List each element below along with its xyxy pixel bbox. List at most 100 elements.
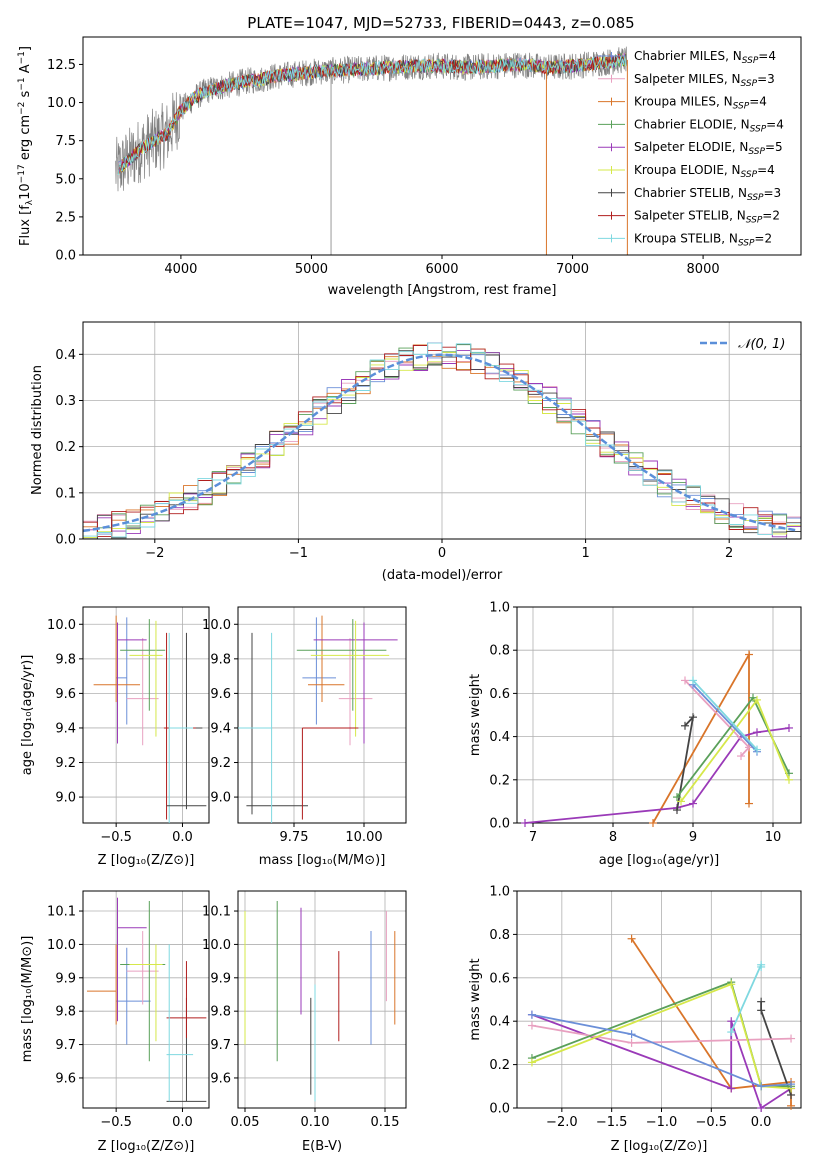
weight-series-line	[531, 983, 792, 1090]
x-tick-label: 6000	[425, 262, 458, 277]
spectrum-ylabel: Flux [fλ10−17 erg cm−2 s−1 A−1]	[17, 46, 35, 246]
y-axis-label: age [log₁₀(age/yr)]	[20, 655, 35, 776]
y-tick-label: 0.2	[489, 773, 510, 788]
x-tick-label: −1.5	[596, 1115, 628, 1130]
legend-label: Kroupa STELIB, NSSP=2	[634, 231, 772, 248]
legend-label: Kroupa ELODIE, NSSP=4	[634, 163, 775, 180]
y-tick-label: 9.7	[210, 1038, 231, 1053]
y-tick-label: 10.0	[202, 618, 231, 633]
x-tick-label: 8000	[687, 262, 720, 277]
y-axis-label: mass [log₁₀(M/M⊙)]	[20, 936, 35, 1063]
weight-series-line	[524, 727, 790, 824]
histogram-xlabel: (data-model)/error	[382, 568, 503, 583]
y-tick-label: 9.0	[210, 791, 231, 806]
y-tick-label: 0.1	[55, 486, 76, 501]
age-vs-mass-panel: 9.75 10.00 9.0 9.2 9.4 9.6 9.8 10.0 mass [log₁₀(…	[202, 606, 407, 868]
y-tick-label: 9.4	[210, 721, 231, 736]
y-tick-label: 0.3	[55, 394, 76, 409]
x-tick-label: 9.75	[280, 830, 309, 845]
y-tick-label: 0.0	[489, 1102, 510, 1117]
x-tick-label: −1	[289, 546, 308, 561]
y-tick-label: 9.6	[210, 1071, 231, 1086]
y-tick-label: 9.8	[55, 652, 76, 667]
x-tick-label: 0.0	[751, 1115, 772, 1130]
weight-vs-Z-panel: −2.0 −1.5 −1.0 −0.5 0.0 0.0 0.2 0.4 0.6 0.8 1.0 Z […	[468, 885, 802, 1154]
x-tick-label: −1.0	[646, 1115, 678, 1130]
x-tick-label: 0.10	[301, 1115, 330, 1130]
y-tick-label: 9.0	[55, 791, 76, 806]
y-tick-label: 9.9	[210, 971, 231, 986]
x-tick-label: −0.5	[100, 830, 132, 845]
x-tick-label: −2	[145, 546, 164, 561]
panel-frame	[237, 606, 407, 824]
y-tick-label: 0.6	[489, 971, 510, 986]
x-tick-label: 8	[609, 830, 617, 845]
y-tick-label: 0.8	[489, 928, 510, 943]
y-tick-label: 0.6	[489, 687, 510, 702]
weight-series-line	[652, 651, 750, 824]
x-tick-label: 0.15	[371, 1115, 400, 1130]
x-tick-label: 2	[725, 546, 733, 561]
x-axis-label: age [log₁₀(age/yr)]	[599, 853, 720, 868]
panel-frame	[82, 606, 210, 824]
x-tick-label: 5000	[295, 262, 328, 277]
panel-frame	[516, 606, 802, 824]
y-tick-label: 9.4	[55, 721, 76, 736]
y-tick-label: 1.0	[489, 885, 510, 900]
histogram-frame	[82, 321, 802, 540]
y-tick-label: 10.0	[47, 96, 76, 111]
y-tick-label: 9.6	[210, 687, 231, 702]
y-tick-label: 10.1	[202, 905, 231, 920]
spectrum-legend: Chabrier MILES, NSSP=4 Salpeter MILES, NS…	[598, 49, 784, 248]
y-tick-label: 10.0	[47, 618, 76, 633]
histogram-panel: −2 −1 0 1 2 0.0 0.1 0.2 0.3 0.4 𝒩(0, 1) (data-mod…	[30, 321, 802, 583]
legend-label: Chabrier STELIB, NSSP=3	[634, 186, 781, 203]
y-tick-label: 0.0	[55, 533, 76, 548]
model-spectrum-line	[117, 55, 627, 175]
x-tick-label: 10	[765, 830, 782, 845]
weight-series-line	[692, 679, 758, 751]
x-tick-label: 4000	[164, 262, 197, 277]
x-tick-label: 0	[438, 546, 446, 561]
legend-label: Salpeter ELODIE, NSSP=5	[634, 140, 783, 157]
y-tick-label: 9.8	[210, 652, 231, 667]
spectrum-panel: 4000 5000 6000 7000 8000 0.0 2.5 5.0 7.5 10.0 12.5…	[17, 36, 802, 298]
y-tick-label: 10.0	[202, 938, 231, 953]
y-tick-label: 7.5	[55, 134, 76, 149]
x-tick-label: 7	[529, 830, 537, 845]
y-tick-label: 0.4	[489, 730, 510, 745]
age-vs-Z-panel: −0.5 0.0 9.0 9.2 9.4 9.6 9.8 10.0 Z [log₁₀(Z/Z⊙)…	[20, 606, 210, 868]
mass-vs-EBV-panel: 0.05 0.10 0.15 9.6 9.7 9.8 9.9 10.0 10.1 E(B-V)	[202, 890, 407, 1154]
y-tick-label: 9.6	[55, 687, 76, 702]
y-axis-label: mass weight	[468, 958, 483, 1040]
y-axis-label: mass weight	[468, 674, 483, 756]
panel-frame	[237, 890, 407, 1109]
y-tick-label: 2.5	[55, 210, 76, 225]
normal-curve	[83, 353, 799, 533]
x-tick-label: −0.5	[696, 1115, 728, 1130]
model-spectrum-line	[117, 53, 627, 174]
spectrum-xlabel: wavelength [Angstrom, rest frame]	[328, 283, 557, 298]
y-tick-label: 10.1	[47, 905, 76, 920]
x-tick-label: −2.0	[546, 1115, 578, 1130]
x-axis-label: Z [log₁₀(Z/Z⊙)]	[98, 1139, 195, 1154]
spectrum-frame	[82, 36, 802, 256]
normal-legend-label: 𝒩(0, 1)	[738, 337, 785, 352]
x-tick-label: 9	[689, 830, 697, 845]
panel-frame	[516, 890, 802, 1109]
y-tick-label: 9.2	[55, 756, 76, 771]
y-tick-label: 10.0	[47, 938, 76, 953]
y-tick-label: 0.0	[55, 249, 76, 264]
x-tick-label: 10.00	[345, 830, 382, 845]
legend-label: Kroupa MILES, NSSP=4	[634, 95, 767, 112]
x-tick-label: 0.0	[172, 830, 193, 845]
x-axis-label: Z [log₁₀(Z/Z⊙)]	[98, 853, 195, 868]
y-tick-label: 5.0	[55, 172, 76, 187]
x-tick-label: −0.5	[100, 1115, 132, 1130]
y-tick-label: 0.4	[55, 348, 76, 363]
x-tick-label: 1	[581, 546, 589, 561]
weight-series-line	[692, 684, 758, 753]
histogram-ylabel: Normed distribution	[30, 365, 45, 495]
legend-label: Chabrier MILES, NSSP=4	[634, 49, 776, 66]
